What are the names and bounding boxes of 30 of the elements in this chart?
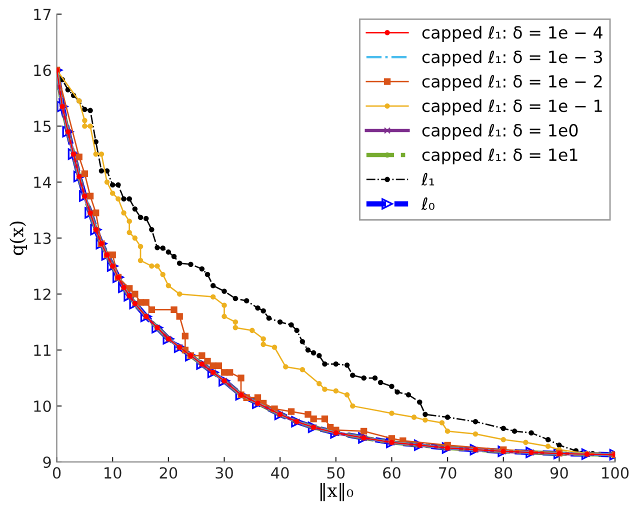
legend-label: capped ℓ₁: δ = 1e − 4 [422, 26, 602, 42]
legend-label: capped ℓ₁: δ = 1e − 1 [422, 99, 602, 116]
legend-label: ℓ₁ [421, 172, 434, 186]
x-tick-label: 20 [160, 467, 178, 479]
legend-label: ℓ₀ [421, 197, 434, 210]
x-axis-title: ‖x‖₀ [320, 483, 354, 502]
y-tick-label: 11 [34, 344, 51, 356]
y-tick-label: 10 [34, 400, 51, 412]
x-tick-label: 0 [52, 467, 61, 479]
y-axis-title: q(x) [9, 222, 27, 256]
x-tick-label: 50 [327, 467, 345, 479]
legend-label: capped ℓ₁: δ = 1e − 3 [422, 50, 602, 66]
y-tick-label: 17 [34, 8, 51, 20]
y-tick-label: 12 [34, 288, 50, 300]
x-tick-label: 90 [550, 467, 568, 479]
x-tick-label: 40 [271, 467, 289, 479]
y-tick-label: 14 [34, 176, 52, 188]
y-tick-label: 16 [34, 64, 51, 76]
x-tick-label: 30 [216, 467, 233, 479]
x-tick-label: 80 [494, 467, 512, 479]
y-tick-label: 13 [34, 232, 51, 244]
x-tick-label: 70 [439, 467, 456, 479]
x-tick-label: 60 [383, 467, 400, 479]
legend-label: capped ℓ₁: δ = 1e − 2 [422, 74, 602, 91]
x-tick-label: 10 [104, 467, 122, 479]
y-tick-label: 15 [34, 120, 51, 132]
y-tick-label: 9 [43, 456, 51, 468]
legend-label: capped ℓ₁: δ = 1e1 [422, 148, 578, 164]
legend-label: capped ℓ₁: δ = 1e0 [422, 124, 578, 140]
x-tick-label: 100 [602, 467, 629, 479]
